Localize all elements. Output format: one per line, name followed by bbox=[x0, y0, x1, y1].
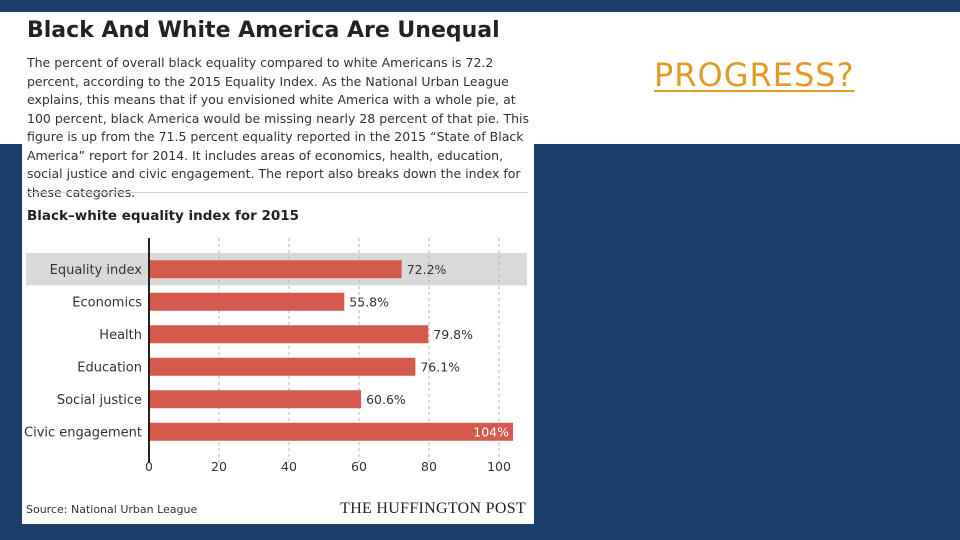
value-label: 76.1% bbox=[420, 359, 460, 374]
top-band bbox=[0, 0, 960, 12]
category-label: Economics bbox=[72, 295, 142, 310]
x-tick-label: 20 bbox=[211, 459, 227, 474]
category-label: Civic engagement bbox=[24, 425, 142, 440]
value-label: 72.2% bbox=[407, 262, 447, 277]
intro-paragraph: The percent of overall black equality co… bbox=[27, 55, 530, 200]
x-tick-label: 0 bbox=[145, 459, 153, 474]
value-label: 55.8% bbox=[349, 294, 389, 309]
bar-2 bbox=[149, 325, 429, 344]
bar-4 bbox=[149, 390, 362, 409]
chart-title: Black–white equality index for 2015 bbox=[27, 208, 300, 224]
bar-0 bbox=[149, 260, 402, 279]
slide-title: PROGRESS? bbox=[654, 56, 855, 94]
divider bbox=[26, 192, 528, 193]
value-label: 79.8% bbox=[433, 327, 473, 342]
infographic-panel: Black And White America Are Unequal The … bbox=[22, 12, 534, 524]
x-tick-label: 80 bbox=[421, 459, 437, 474]
value-label: 104% bbox=[473, 424, 509, 439]
source-note: Source: National Urban League bbox=[26, 503, 198, 516]
value-label: 60.6% bbox=[366, 392, 406, 407]
bar-5 bbox=[149, 422, 513, 441]
bar-1 bbox=[149, 292, 345, 311]
x-tick-label: 100 bbox=[487, 459, 511, 474]
headline: Black And White America Are Unequal bbox=[27, 18, 500, 43]
category-label: Education bbox=[77, 360, 142, 375]
bar-3 bbox=[149, 357, 416, 376]
x-tick-label: 60 bbox=[351, 459, 367, 474]
publisher-logo: THE HUFFINGTON POST bbox=[340, 500, 526, 517]
category-label: Equality index bbox=[50, 263, 143, 278]
bar-chart: Equality index 72.2% Economics 55.8% Health 7… bbox=[24, 238, 527, 474]
category-label: Health bbox=[99, 328, 142, 343]
x-tick-label: 40 bbox=[281, 459, 297, 474]
category-label: Social justice bbox=[57, 393, 142, 408]
